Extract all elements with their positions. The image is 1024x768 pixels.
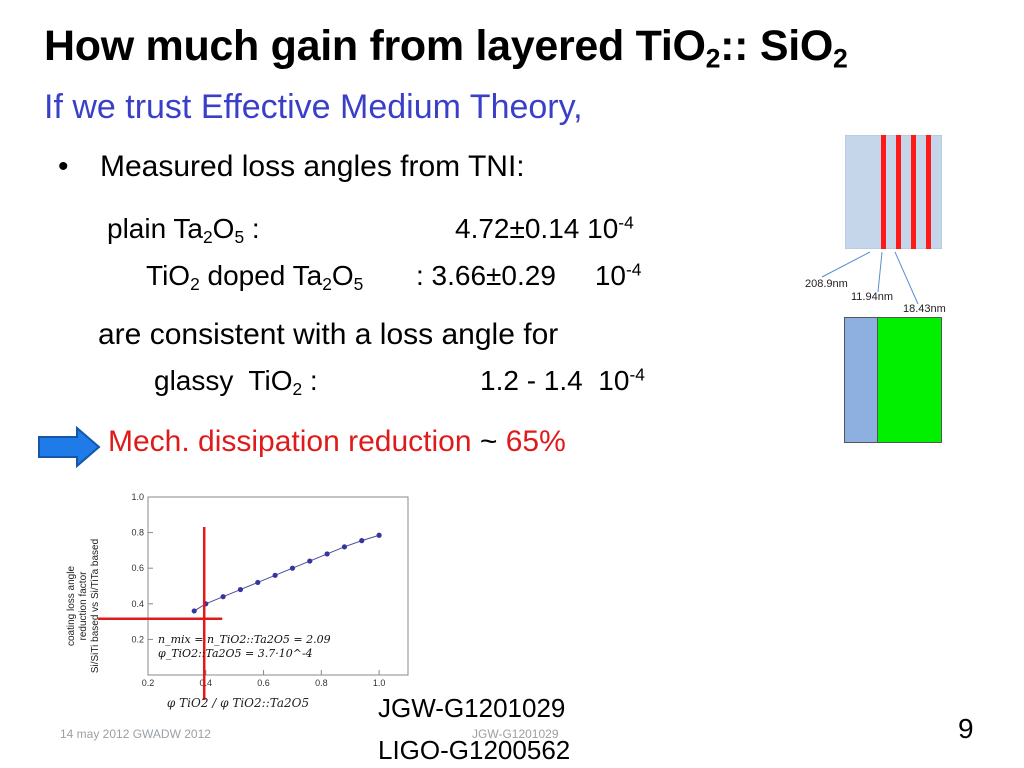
right-arrow-icon <box>38 426 101 468</box>
tio2-doped-value: : 3.66±0.29 10-4 <box>416 259 642 291</box>
tio2-layer <box>926 135 931 249</box>
annotation-nmix: n_mix = n_TiO2::Ta2O5 = 2.09 <box>158 633 331 646</box>
x-tick-label: 0.4 <box>200 678 213 688</box>
consistent-text: are consistent with a loss angle for <box>98 318 559 351</box>
bullet-text: Measured loss angles from TNI: <box>100 150 525 183</box>
page-number: 9 <box>958 713 974 744</box>
data-point <box>220 594 226 600</box>
annotation-phi: φ_TiO2::Ta2O5 = 3.7·10^-4 <box>158 647 313 660</box>
data-point <box>272 572 278 578</box>
x-tick-label: 1.0 <box>373 678 386 688</box>
footer-date: 14 may 2012 GWADW 2012 <box>60 727 211 741</box>
y-axis-label: reduction factor <box>78 571 89 641</box>
y-tick-label: 0.2 <box>131 634 144 644</box>
data-point <box>307 558 313 564</box>
tio2-layer <box>911 135 916 249</box>
tio2-doped-label: TiO2 doped Ta2O5 <box>146 260 364 294</box>
effective-medium-block-blue <box>844 317 878 443</box>
y-tick-label: 1.0 <box>131 492 144 502</box>
y-axis-label: coating loss angle <box>66 566 77 646</box>
y-tick-label: 0.6 <box>131 563 144 573</box>
data-point <box>191 608 197 614</box>
y-tick-label: 0.4 <box>131 599 144 609</box>
data-point <box>237 586 244 593</box>
tio2-layer <box>896 135 901 249</box>
data-point <box>289 565 296 571</box>
x-tick-label: 0.8 <box>315 678 328 688</box>
x-axis-label: φ TiO2 / φ TiO2::Ta2O5 <box>167 696 309 710</box>
y-tick-label: 0.8 <box>131 528 144 538</box>
x-tick-label: 0.2 <box>142 678 155 688</box>
dissipation-reduction: Mech. dissipation reduction ~ 65% <box>108 425 566 458</box>
thickness-label: 11.94nm <box>851 291 893 303</box>
bullet-marker: • <box>58 150 69 183</box>
ta2o5-label: plain Ta2O5 : <box>107 213 260 247</box>
effective-medium-block-green <box>877 317 942 443</box>
data-point <box>359 538 365 544</box>
thickness-label: 18.43nm <box>903 303 946 315</box>
y-axis-label: Si/SiTi based vs Si/TiTa based <box>90 539 101 673</box>
data-point <box>255 579 261 586</box>
ta2o5-value: 4.72±0.14 10-4 <box>455 212 634 244</box>
data-point <box>324 551 330 557</box>
slide-title: How much gain from layered TiO2:: SiO2 <box>44 22 848 74</box>
glassy-tio2-label: glassy TiO2 : <box>154 365 318 399</box>
jgw-doc-number: JGW-G1201029 <box>378 693 566 723</box>
x-tick-label: 0.6 <box>257 678 270 688</box>
series-line <box>193 534 380 612</box>
plot-frame <box>147 496 409 676</box>
tio2-layer <box>881 135 886 249</box>
reduction-factor-chart: 0.2 0.4 0.6 0.8 1.0 0.2 0.4 0.6 0.8 1.0 n_mix = n_… <box>66 492 409 710</box>
ligo-doc-number: LIGO-G1200562 <box>378 735 571 765</box>
dimension-pointers <box>821 251 919 305</box>
data-point <box>341 544 348 550</box>
slide-subtitle: If we trust Effective Medium Theory, <box>44 88 583 126</box>
layer-stack-diagram <box>845 135 942 249</box>
thickness-label: 208.9nm <box>805 278 848 290</box>
data-point <box>376 532 382 538</box>
glassy-tio2-value: 1.2 - 1.4 10-4 <box>480 364 645 396</box>
footer-doc-id: JGW-G1201029 <box>472 727 559 741</box>
